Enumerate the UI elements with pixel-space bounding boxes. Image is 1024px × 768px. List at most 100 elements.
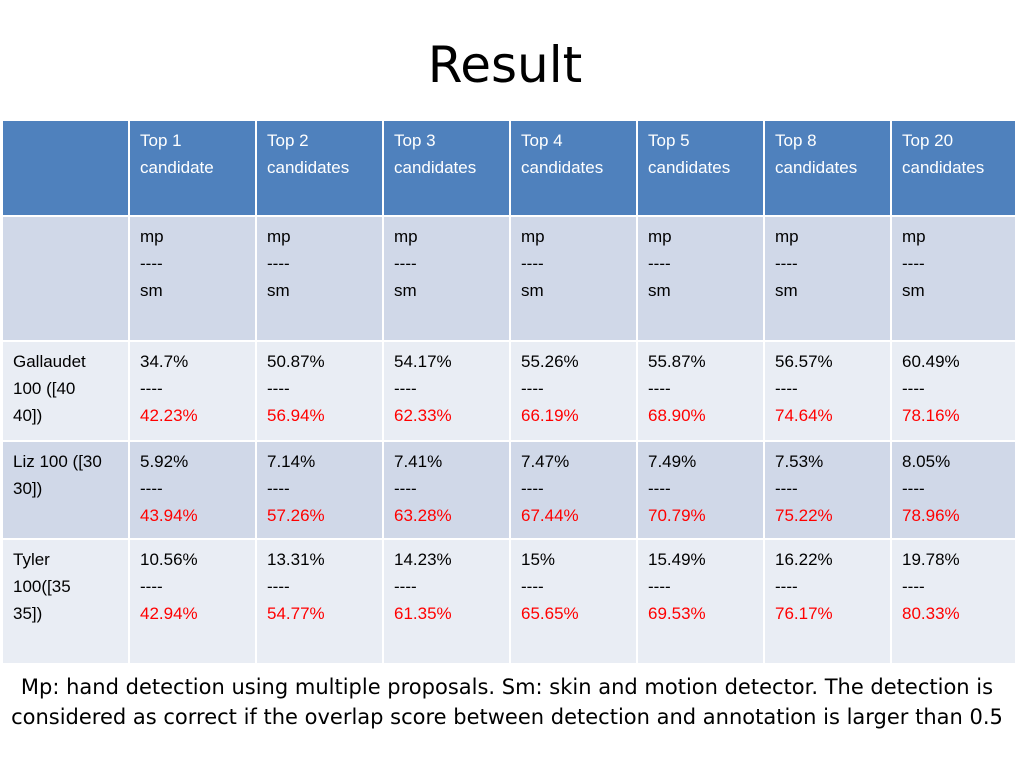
header-cell-top4: Top 4 candidates <box>509 119 638 217</box>
header-cell-top1: Top 1 candidate <box>128 119 257 217</box>
sm-value: 68.90% <box>648 406 706 425</box>
separator: ---- <box>394 254 417 273</box>
value-cell: 55.26% ---- 66.19% <box>509 340 638 442</box>
sm-value: 65.65% <box>521 604 579 623</box>
sm-label: sm <box>267 281 290 300</box>
separator: ---- <box>267 254 290 273</box>
separator: ---- <box>140 479 163 498</box>
mp-value: 8.05% <box>902 452 951 471</box>
mp-label: mp <box>902 227 926 246</box>
separator: ---- <box>775 254 798 273</box>
separator: ---- <box>648 479 671 498</box>
sm-value: 57.26% <box>267 506 325 525</box>
mp-value: 10.56% <box>140 550 198 569</box>
value-cell: 34.7% ---- 42.23% <box>128 340 257 442</box>
sm-value: 69.53% <box>648 604 706 623</box>
value-cell: 8.05% ---- 78.96% <box>890 440 1017 540</box>
caption-text: Mp: hand detection using multiple propos… <box>11 675 1003 729</box>
mp-value: 16.22% <box>775 550 833 569</box>
value-cell: 55.87% ---- 68.90% <box>636 340 765 442</box>
sm-value: 74.64% <box>775 406 833 425</box>
mp-label: mp <box>140 227 164 246</box>
value-cell: 15% ---- 65.65% <box>509 538 638 665</box>
separator: ---- <box>140 379 163 398</box>
header-line-2: candidates <box>267 158 350 177</box>
sm-value: 78.96% <box>902 506 960 525</box>
mp-value: 56.57% <box>775 352 833 371</box>
separator: ---- <box>648 254 671 273</box>
row-label-line: Liz 100 ([30 <box>13 452 102 471</box>
header-cell-top20: Top 20 candidates <box>890 119 1017 217</box>
mp-value: 7.49% <box>648 452 697 471</box>
separator: ---- <box>140 577 163 596</box>
row-label-line: Tyler <box>13 550 50 569</box>
value-cell: 16.22% ---- 76.17% <box>763 538 892 665</box>
header-line-1: Top 20 <box>902 131 954 150</box>
value-cell: 14.23% ---- 61.35% <box>382 538 511 665</box>
mp-value: 19.78% <box>902 550 960 569</box>
header-line-2: candidates <box>775 158 858 177</box>
row-label-cell: Liz 100 ([30 30]) <box>1 440 130 540</box>
mp-value: 50.87% <box>267 352 325 371</box>
value-cell: 7.53% ---- 75.22% <box>763 440 892 540</box>
sm-value: 42.94% <box>140 604 198 623</box>
value-cell: 13.31% ---- 54.77% <box>255 538 384 665</box>
slide-title: Result <box>427 36 583 94</box>
mp-value: 34.7% <box>140 352 189 371</box>
separator: ---- <box>902 479 925 498</box>
table-row-gallaudet: Gallaudet 100 ([40 40]) 34.7% ---- 42.23… <box>1 340 1017 442</box>
header-cell-top5: Top 5 candidates <box>636 119 765 217</box>
value-cell: 5.92% ---- 43.94% <box>128 440 257 540</box>
header-line-1: Top 2 <box>267 131 309 150</box>
mp-value: 13.31% <box>267 550 325 569</box>
value-cell: 10.56% ---- 42.94% <box>128 538 257 665</box>
sm-value: 67.44% <box>521 506 579 525</box>
separator: ---- <box>648 379 671 398</box>
sm-value: 80.33% <box>902 604 960 623</box>
value-cell: 19.78% ---- 80.33% <box>890 538 1017 665</box>
sm-label: sm <box>140 281 163 300</box>
header-line-1: Top 1 <box>140 131 182 150</box>
separator: ---- <box>902 254 925 273</box>
sm-value: 66.19% <box>521 406 579 425</box>
separator: ---- <box>775 577 798 596</box>
separator: ---- <box>521 577 544 596</box>
header-line-1: Top 5 <box>648 131 690 150</box>
value-cell: 7.41% ---- 63.28% <box>382 440 511 540</box>
separator: ---- <box>521 479 544 498</box>
sm-label: sm <box>775 281 798 300</box>
row-label-cell: Gallaudet 100 ([40 40]) <box>1 340 130 442</box>
header-line-1: Top 8 <box>775 131 817 150</box>
mp-value: 54.17% <box>394 352 452 371</box>
mp-label: mp <box>775 227 799 246</box>
legend-cell: mp ---- sm <box>636 215 765 342</box>
mp-value: 7.14% <box>267 452 316 471</box>
row-label-line: 100([35 <box>13 577 71 596</box>
separator: ---- <box>394 479 417 498</box>
mp-label: mp <box>267 227 291 246</box>
row-label-line: 35]) <box>13 604 43 623</box>
separator: ---- <box>775 379 798 398</box>
sm-label: sm <box>394 281 417 300</box>
header-line-2: candidate <box>140 158 214 177</box>
table-row-tyler: Tyler 100([35 35]) 10.56% ---- 42.94% 13… <box>1 538 1017 665</box>
value-cell: 15.49% ---- 69.53% <box>636 538 765 665</box>
sm-label: sm <box>902 281 925 300</box>
sm-value: 54.77% <box>267 604 325 623</box>
header-line-2: candidates <box>902 158 985 177</box>
sm-value: 61.35% <box>394 604 452 623</box>
mp-value: 7.41% <box>394 452 443 471</box>
sm-value: 75.22% <box>775 506 833 525</box>
legend-cell: mp ---- sm <box>128 215 257 342</box>
legend-cell: mp ---- sm <box>255 215 384 342</box>
separator: ---- <box>267 577 290 596</box>
legend-cell: mp ---- sm <box>763 215 892 342</box>
row-label-line: Gallaudet <box>13 352 86 371</box>
mp-value: 7.47% <box>521 452 570 471</box>
sm-value: 63.28% <box>394 506 452 525</box>
mp-value: 15% <box>521 550 556 569</box>
value-cell: 54.17% ---- 62.33% <box>382 340 511 442</box>
row-label-line: 40]) <box>13 406 43 425</box>
sm-value: 78.16% <box>902 406 960 425</box>
header-cell-top8: Top 8 candidates <box>763 119 892 217</box>
